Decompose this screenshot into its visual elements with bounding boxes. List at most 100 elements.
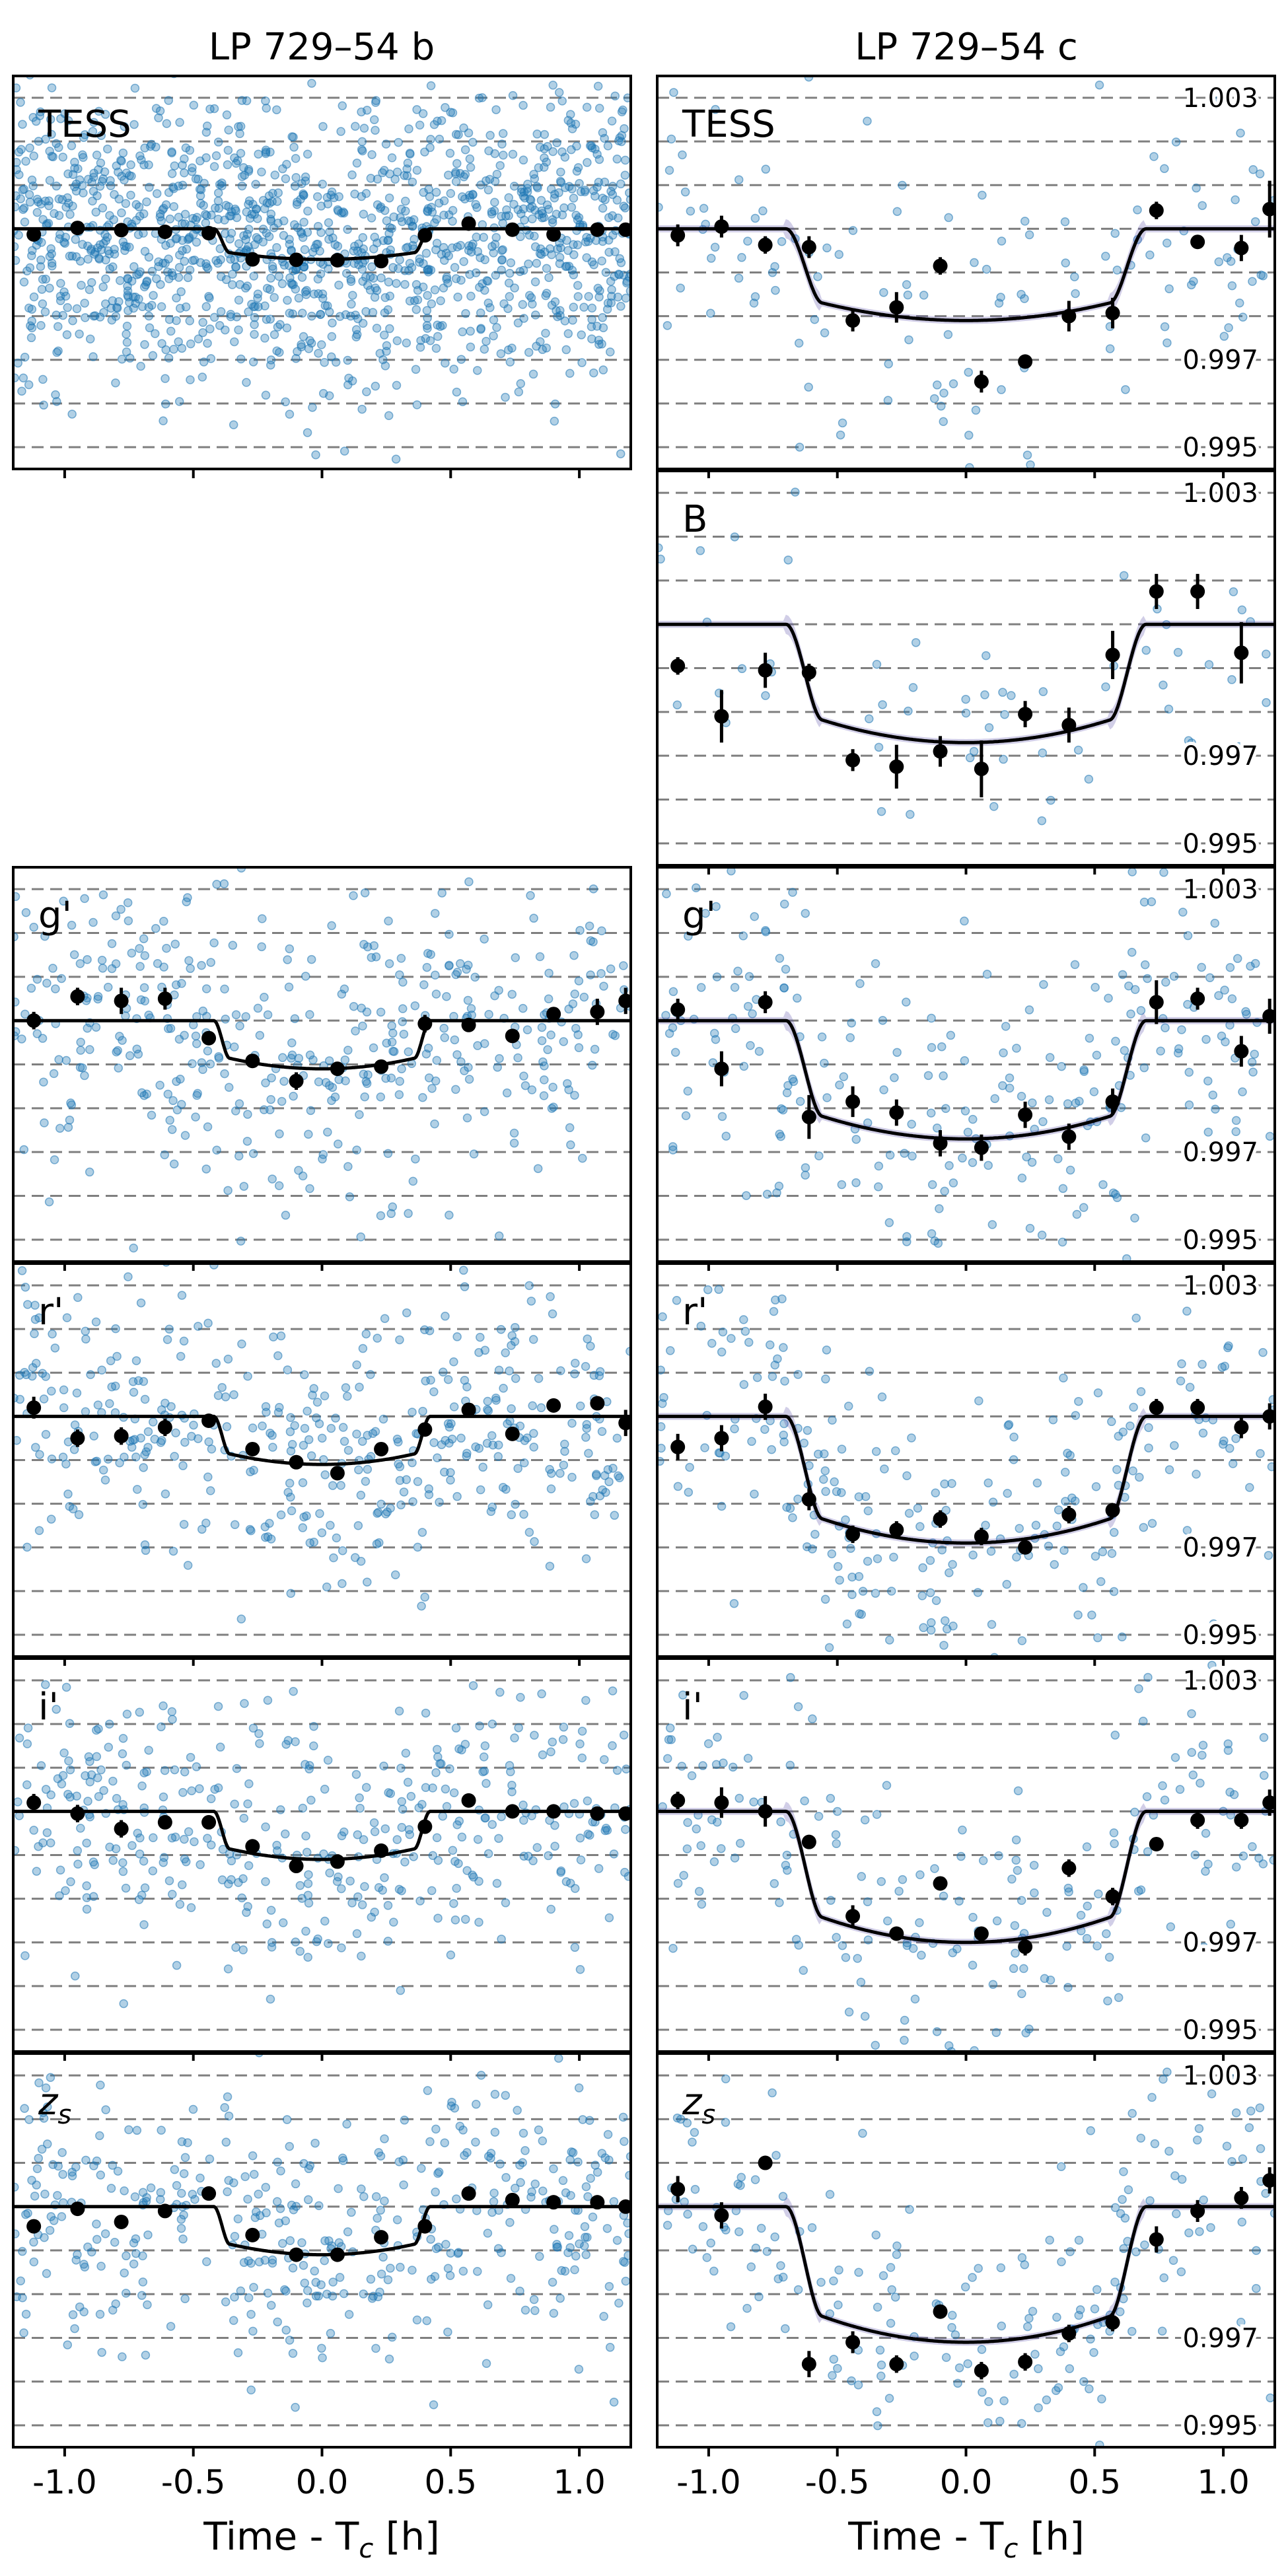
raw-point — [483, 2300, 493, 2310]
raw-point — [270, 170, 279, 180]
raw-point — [194, 174, 203, 184]
raw-point — [718, 1327, 728, 1337]
raw-point — [548, 1083, 557, 1092]
binned-point — [845, 1526, 861, 1542]
raw-point — [372, 286, 382, 295]
raw-point — [580, 2222, 590, 2231]
raw-point — [1225, 1787, 1234, 1797]
raw-point — [1079, 2377, 1089, 2386]
raw-point — [415, 342, 425, 352]
raw-point — [900, 2015, 910, 2025]
raw-point — [192, 1762, 201, 1771]
raw-point — [793, 1494, 803, 1504]
raw-point — [534, 2125, 544, 2135]
raw-point — [860, 2011, 870, 2021]
panel-band-label: TESS — [38, 103, 131, 146]
raw-point — [451, 177, 461, 186]
raw-point — [434, 2167, 444, 2177]
raw-point — [100, 167, 110, 176]
x-axis-title-right: Time - Tc [h] — [847, 2514, 1085, 2564]
raw-point — [375, 1538, 384, 1548]
raw-point — [287, 278, 296, 288]
raw-point — [737, 664, 747, 674]
raw-point — [501, 2091, 511, 2100]
raw-point — [296, 227, 306, 236]
raw-point — [89, 917, 98, 927]
raw-point — [1234, 742, 1244, 752]
raw-point — [143, 1427, 153, 1437]
raw-point — [122, 338, 132, 347]
raw-point — [211, 151, 221, 161]
raw-point — [774, 1181, 784, 1191]
raw-point — [811, 1275, 819, 1283]
raw-point — [91, 207, 100, 217]
raw-point — [1017, 1896, 1026, 1905]
raw-point — [452, 1884, 461, 1893]
raw-point — [499, 1384, 508, 1393]
raw-point — [221, 229, 230, 238]
raw-point — [1007, 691, 1016, 700]
raw-point — [476, 2071, 486, 2080]
raw-point — [231, 206, 240, 215]
raw-point — [513, 1053, 522, 1063]
raw-point — [178, 2235, 188, 2244]
raw-point — [356, 1556, 366, 1566]
raw-point — [964, 431, 974, 440]
raw-point — [345, 1192, 355, 1201]
raw-point — [702, 2253, 712, 2262]
raw-point — [672, 700, 682, 709]
raw-point — [212, 1145, 221, 1155]
raw-point — [598, 236, 608, 246]
raw-point — [508, 149, 518, 159]
binned-point — [1234, 2190, 1249, 2205]
raw-point — [445, 1210, 454, 1220]
raw-point — [279, 1077, 289, 1086]
raw-point — [81, 1334, 90, 1344]
raw-point — [430, 2272, 440, 2281]
raw-point — [1054, 2383, 1063, 2392]
raw-point — [668, 1142, 678, 1151]
raw-point — [1246, 2106, 1256, 2116]
raw-point — [422, 321, 432, 330]
raw-point — [328, 318, 337, 328]
raw-point — [605, 2343, 615, 2352]
binned-point — [758, 237, 773, 252]
raw-point — [865, 714, 874, 724]
raw-point — [545, 1561, 555, 1571]
raw-point — [283, 1487, 293, 1497]
raw-point — [169, 1159, 179, 1169]
raw-point — [451, 274, 461, 283]
raw-point — [170, 1452, 179, 1461]
raw-point — [585, 2116, 594, 2126]
raw-point — [530, 277, 540, 287]
raw-point — [175, 250, 184, 260]
raw-point — [398, 1805, 408, 1814]
raw-point — [54, 2161, 63, 2171]
raw-point — [389, 212, 399, 222]
raw-point — [734, 273, 744, 283]
raw-point — [994, 1851, 1003, 1861]
raw-point — [513, 2106, 522, 2115]
raw-point — [822, 1093, 832, 1102]
raw-point — [289, 143, 299, 152]
raw-point — [1072, 1209, 1082, 1219]
raw-point — [203, 1046, 213, 1055]
raw-point — [1224, 1341, 1233, 1351]
raw-point — [266, 1428, 275, 1438]
raw-point — [786, 1672, 795, 1682]
raw-point — [129, 1243, 138, 1253]
raw-point — [581, 1433, 590, 1442]
raw-point — [734, 175, 744, 184]
raw-point — [347, 170, 357, 180]
raw-point — [824, 1643, 834, 1653]
raw-point — [496, 1325, 506, 1334]
raw-point — [970, 1661, 978, 1669]
raw-point — [261, 96, 270, 106]
raw-point — [343, 1046, 353, 1055]
raw-point — [1258, 1347, 1268, 1357]
raw-point — [1255, 2103, 1265, 2112]
raw-point — [115, 1458, 124, 1468]
raw-point — [996, 2263, 1006, 2273]
